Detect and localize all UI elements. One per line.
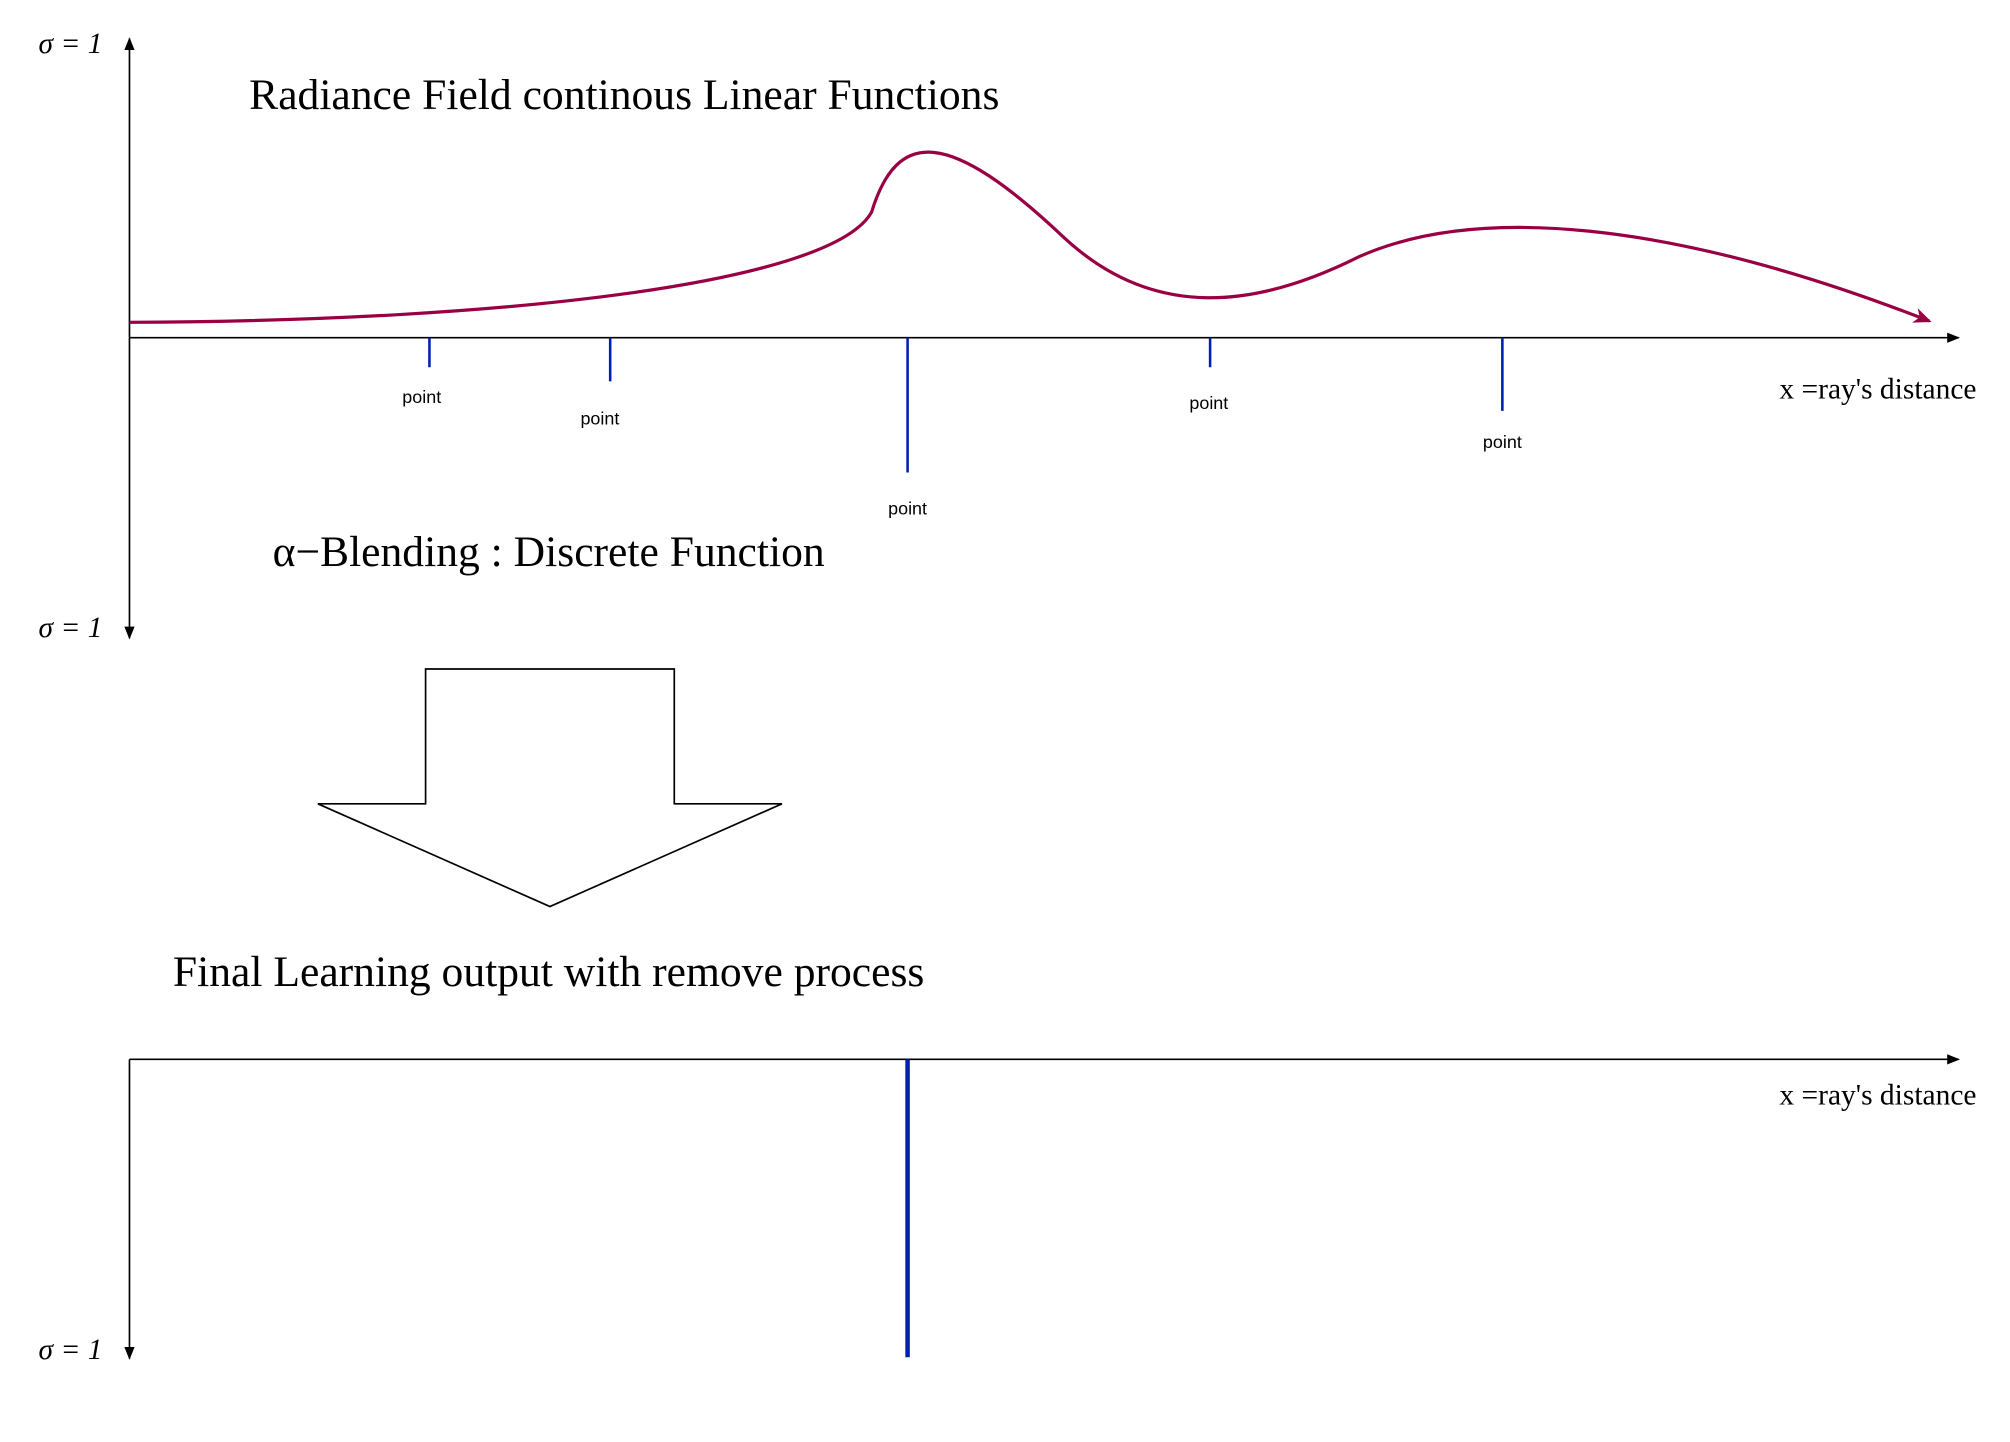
- point-label: point: [1483, 432, 1522, 452]
- title: Final Learning output with remove proces…: [173, 948, 924, 996]
- title: Radiance Field continous Linear Function…: [249, 71, 999, 119]
- point-label: point: [1189, 393, 1228, 413]
- radiance-curve: [129, 150, 1932, 324]
- down-arrow: [317, 668, 783, 908]
- point-label: point: [402, 387, 441, 407]
- point-label: point: [888, 499, 927, 519]
- y-label: σ = 1: [39, 28, 103, 60]
- y-label: σ = 1: [39, 612, 103, 644]
- point-label: point: [580, 409, 619, 429]
- blend-label: α−Blending : Discrete Function: [273, 528, 825, 576]
- x-label: x =ray's distance: [1779, 373, 1976, 405]
- y-label: σ = 1: [39, 1334, 103, 1366]
- x-label: x =ray's distance: [1779, 1080, 1976, 1112]
